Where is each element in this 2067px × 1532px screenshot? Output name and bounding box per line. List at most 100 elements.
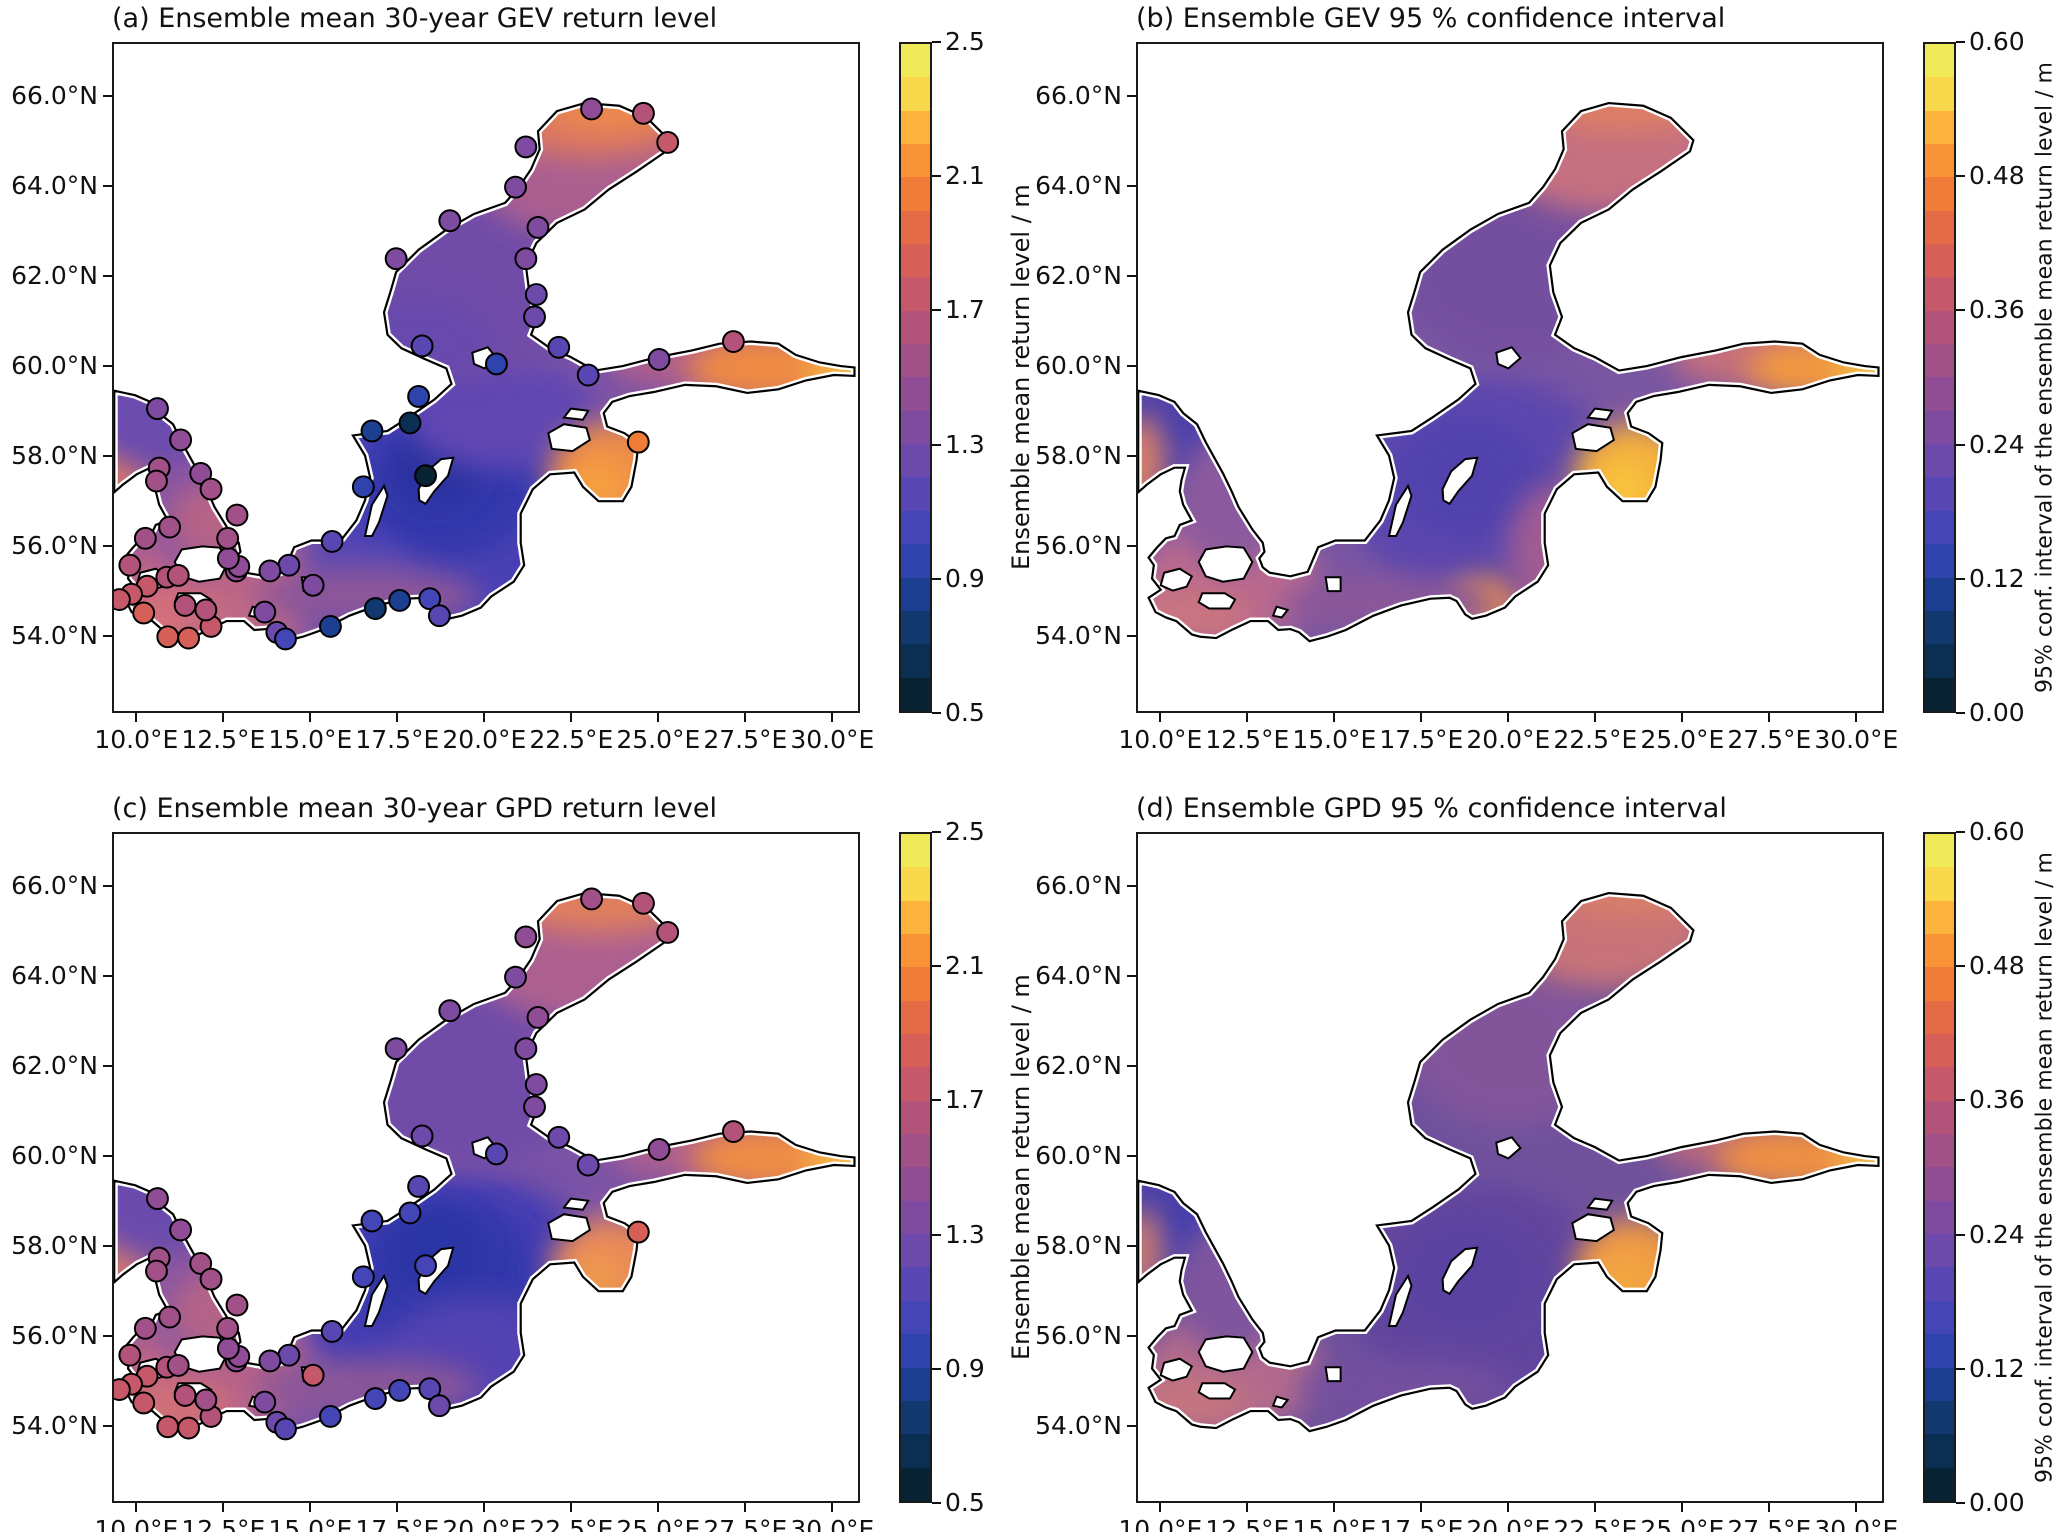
lon-tick-label: 20.0°E [1466, 725, 1551, 754]
lon-tick [1333, 713, 1336, 722]
lat-tick-label: 54.0°N [1035, 621, 1122, 650]
lon-tick [1420, 713, 1423, 722]
lon-tick [1594, 1503, 1597, 1512]
island-hiiumaa [562, 407, 590, 421]
lon-tick-label: 25.0°E [1640, 1515, 1725, 1532]
station-Vaasa [526, 1005, 550, 1029]
lon-tick-label: 22.5°E [1553, 1515, 1638, 1532]
colorbar-segment [901, 1100, 930, 1135]
colorbar-tick-label: 1.3 [945, 1219, 985, 1249]
station-Flensburg [114, 1378, 131, 1401]
colorbar-tick [932, 712, 941, 714]
lon-tick-label: 12.5°E [1205, 725, 1290, 754]
colorbar-segment [1925, 900, 1954, 935]
colorbar-segment [901, 510, 930, 545]
colorbar-segment [901, 1000, 930, 1035]
lat-tick [103, 185, 112, 187]
colorbar-tick [1956, 175, 1965, 178]
lon-tick-label: 15.0°E [268, 725, 353, 754]
station-Stockholm [407, 385, 431, 408]
station-Swinoujscie [274, 1417, 297, 1441]
colorbar-tick [932, 41, 941, 43]
station-Foglo [485, 1142, 508, 1166]
colorbar-segment [1925, 1100, 1954, 1135]
island-gotland [1441, 456, 1479, 506]
lon-tick [1768, 1503, 1771, 1512]
colorbar-tick [1956, 1367, 1965, 1370]
lon-tick [1159, 1503, 1162, 1512]
lon-tick [1768, 713, 1771, 722]
lon-tick-label: 27.5°E [703, 1515, 788, 1532]
lat-tick-label: 62.0°N [1035, 261, 1122, 290]
station-Aarhus [133, 526, 157, 550]
lat-tick [1127, 185, 1136, 187]
lat-tick-label: 60.0°N [1035, 1141, 1122, 1170]
colorbar-segment [1925, 177, 1954, 211]
station-Spikarna [384, 247, 408, 271]
station-Hamina [721, 330, 745, 353]
colorbar-tick-label: 0.12 [1969, 563, 2025, 593]
island-bornholm [1324, 576, 1342, 593]
colorbar-segment [901, 1267, 930, 1301]
station-Mantyluoto [524, 1073, 548, 1096]
baltic-map-d [1138, 889, 1882, 1436]
lon-tick [1420, 1503, 1423, 1512]
station-Oulu [656, 920, 680, 944]
baltic-map-c [114, 887, 858, 1441]
island-lolland-falster [1197, 592, 1237, 610]
station-Gedser [194, 598, 218, 622]
colorbar-segment [1925, 610, 1954, 645]
lat-tick-label: 56.0°N [11, 1321, 98, 1350]
station-Rauma [523, 305, 546, 329]
lon-tick [483, 713, 486, 722]
colorbar-tick-label: 0.48 [1969, 951, 2025, 981]
colorbar-tick-label: 0.9 [945, 563, 985, 593]
colorbar-tick [932, 309, 941, 312]
colorbar-tick [1956, 443, 1965, 446]
lat-tick-label: 60.0°N [1035, 351, 1122, 380]
station-Wismar [177, 626, 201, 650]
colorbar-segment [901, 644, 930, 678]
lon-tick [1855, 1503, 1858, 1512]
lat-tick [103, 1155, 112, 1157]
colorbar-tick-label: 2.1 [945, 161, 985, 191]
station-Kaskinen [514, 247, 538, 271]
lat-tick-label: 62.0°N [11, 261, 98, 290]
colorbar-segment [901, 177, 930, 211]
colorbar-tick [932, 577, 941, 580]
station-Skagsudde [438, 209, 462, 233]
lat-tick-label: 66.0°N [11, 81, 98, 110]
colorbar-segment [901, 310, 930, 345]
colorbar-segment [1925, 1334, 1954, 1368]
map-frame-a [112, 42, 860, 713]
station-Tejn [301, 1363, 325, 1387]
colorbar-segment [1925, 1434, 1954, 1468]
lon-tick [309, 713, 312, 722]
lat-tick [103, 95, 112, 97]
colorbar-tick [932, 1367, 941, 1370]
colorbar-segment [1925, 1234, 1954, 1268]
colorbar-tick-label: 0.60 [1969, 27, 2025, 56]
station-Sassnitz [253, 1390, 277, 1414]
lon-tick [657, 713, 660, 722]
station-Oscarsborg [146, 1187, 169, 1211]
lon-tick [1246, 713, 1249, 722]
colorbar-segment [901, 1167, 930, 1201]
colorbar-segment [1925, 1400, 1954, 1435]
station-Kungsholmsfort [320, 1319, 344, 1343]
island-oland [1387, 483, 1413, 538]
lon-tick [831, 1503, 834, 1512]
island-aland [1495, 346, 1522, 370]
lon-tick-label: 25.0°E [1640, 725, 1725, 754]
station-Simrishamn [277, 553, 301, 577]
lat-tick [103, 885, 112, 887]
baltic-map-b [1138, 99, 1882, 646]
station-Foglo [485, 352, 508, 376]
panel-c-title: (c) Ensemble mean 30-year GPD return lev… [112, 793, 717, 824]
colorbar-segment [901, 1200, 930, 1235]
station-Sassnitz [253, 600, 277, 624]
station-Grenaa [158, 1305, 182, 1329]
lon-tick [222, 1503, 225, 1512]
colorbar-tick-label: 0.00 [1969, 698, 2025, 727]
station-Ratan [504, 965, 527, 989]
